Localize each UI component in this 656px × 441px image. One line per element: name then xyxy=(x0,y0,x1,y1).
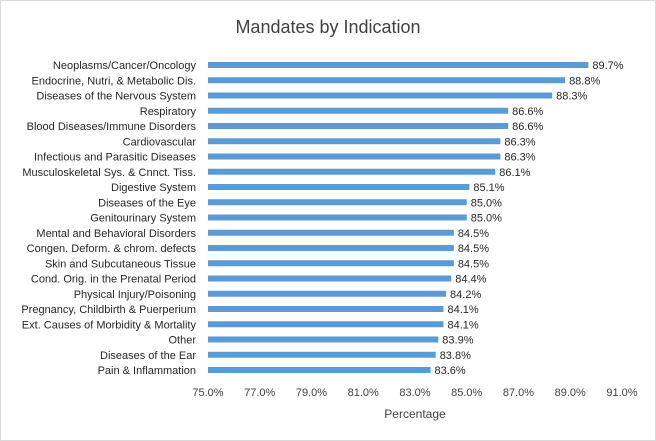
category-label: Blood Diseases/Immune Disorders xyxy=(27,121,197,133)
category-label: Congen. Deform. & chrom. defects xyxy=(27,243,197,255)
value-label: 84.1% xyxy=(447,319,478,331)
bar xyxy=(208,214,467,221)
value-label: 86.6% xyxy=(512,121,543,133)
category-label: Pregnancy, Childbirth & Puerperium xyxy=(21,304,196,316)
value-label: 84.5% xyxy=(458,258,489,270)
bar xyxy=(208,62,589,68)
value-label: 88.8% xyxy=(569,75,600,87)
bar xyxy=(208,275,452,282)
x-tick-label: 85.0% xyxy=(451,387,482,399)
bar xyxy=(208,199,467,206)
bar xyxy=(208,229,454,236)
bar xyxy=(208,260,454,267)
category-label: Other xyxy=(168,335,196,347)
x-axis-title: Percentage xyxy=(384,407,446,421)
bar xyxy=(208,321,444,328)
bar xyxy=(208,153,501,160)
bar xyxy=(208,168,496,175)
x-tick-label: 75.0% xyxy=(192,387,223,399)
category-label: Diseases of the Ear xyxy=(100,350,196,362)
value-label: 89.7% xyxy=(592,60,623,72)
bar xyxy=(208,138,501,145)
bar xyxy=(208,367,431,373)
bar xyxy=(208,306,444,312)
value-label: 88.3% xyxy=(556,91,587,103)
value-label: 84.1% xyxy=(447,304,478,316)
category-label: Endocrine, Nutri, & Metabolic Dis. xyxy=(32,75,196,87)
bar xyxy=(208,107,509,114)
bar xyxy=(208,77,566,84)
category-label: Cond. Orig. in the Prenatal Period xyxy=(31,274,196,286)
x-tick-label: 77.0% xyxy=(244,387,275,399)
value-label: 86.1% xyxy=(499,167,530,179)
chart-title: Mandates by Indication xyxy=(235,17,420,37)
category-label: Digestive System xyxy=(111,182,196,194)
value-label: 83.6% xyxy=(435,365,466,377)
category-label: Diseases of the Eye xyxy=(98,197,196,209)
value-label: 84.5% xyxy=(458,228,489,240)
bar xyxy=(208,123,509,129)
category-label: Infectious and Parasitic Diseases xyxy=(34,152,197,164)
value-label: 86.3% xyxy=(504,152,535,164)
value-label: 83.8% xyxy=(440,350,471,362)
category-label: Pain & Inflammation xyxy=(98,365,196,377)
value-label: 84.5% xyxy=(458,243,489,255)
category-label: Mental and Behavioral Disorders xyxy=(36,228,196,240)
bar xyxy=(208,290,447,297)
value-label: 86.6% xyxy=(512,106,543,118)
category-label: Genitourinary System xyxy=(90,213,196,225)
category-label: Neoplasms/Cancer/Oncology xyxy=(53,60,197,72)
category-label: Ext. Causes of Morbidity & Mortality xyxy=(22,319,197,331)
plot-area: Neoplasms/Cancer/Oncology 89.7% Endocrine,… xyxy=(21,60,637,399)
category-label: Skin and Subcutaneous Tissue xyxy=(45,258,196,270)
value-label: 85.0% xyxy=(471,213,502,225)
bar xyxy=(208,184,470,190)
category-label: Musculoskeletal Sys. & Cnnct. Tiss. xyxy=(22,167,196,179)
value-label: 84.2% xyxy=(450,289,481,301)
bar xyxy=(208,336,439,343)
value-label: 86.3% xyxy=(504,136,535,148)
x-tick-label: 81.0% xyxy=(348,387,379,399)
value-label: 85.1% xyxy=(473,182,504,194)
x-tick-label: 83.0% xyxy=(399,387,430,399)
value-label: 85.0% xyxy=(471,197,502,209)
category-label: Respiratory xyxy=(140,106,197,118)
value-label: 84.4% xyxy=(455,274,486,286)
value-label: 83.9% xyxy=(442,335,473,347)
bar xyxy=(208,92,553,99)
x-tick-label: 87.0% xyxy=(503,387,534,399)
x-tick-label: 79.0% xyxy=(296,387,327,399)
bar xyxy=(208,351,436,358)
category-label: Physical Injury/Poisoning xyxy=(74,289,196,301)
category-label: Cardiovascular xyxy=(123,136,197,148)
x-tick-label: 91.0% xyxy=(606,387,637,399)
x-tick-label: 89.0% xyxy=(555,387,586,399)
bar xyxy=(208,245,454,251)
category-label: Diseases of the Nervous System xyxy=(36,91,196,103)
